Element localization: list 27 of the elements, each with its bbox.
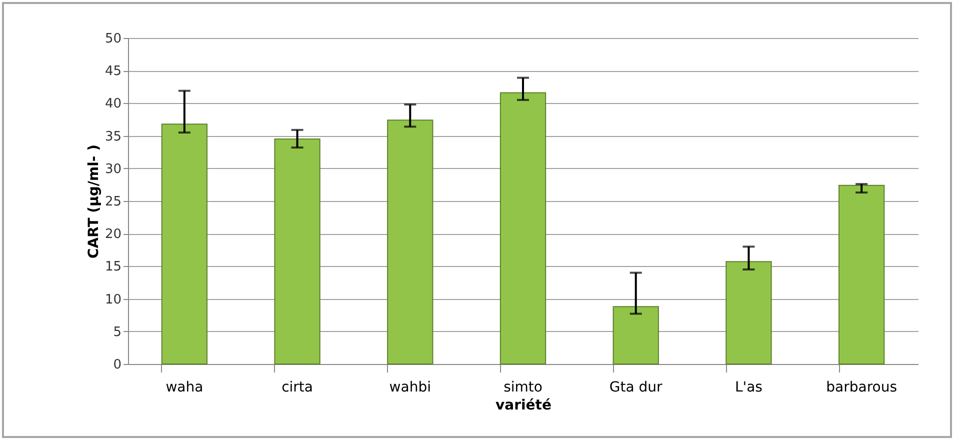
y-tick-label: 35 [104,129,122,144]
bar [612,306,659,364]
y-tick-label: 0 [113,358,122,372]
x-tick-label: Gta dur [609,380,663,396]
bar [161,124,208,364]
bar [500,92,546,364]
x-tick-label: barbarous [826,380,898,396]
y-tick-label: 5 [113,324,122,340]
y-tick-label: 50 [104,32,122,46]
x-tick-label: simto [504,380,542,396]
y-tick-label: 10 [104,292,122,308]
y-tick-label: 20 [104,227,122,242]
bar [274,138,320,364]
x-tick-label: L'as [734,380,762,396]
y-tick-label: 30 [104,162,122,177]
y-tick-label: 40 [104,96,122,112]
bar [838,184,885,364]
y-tick-label: 15 [104,260,122,275]
x-tick-label: cirta [282,380,313,396]
bar [726,261,772,364]
y-tick-label: 45 [104,64,122,80]
bar [387,120,434,364]
y-axis-title: CART (µg/ml- ) [86,144,102,258]
x-tick-label: wahbi [389,380,431,396]
y-tick-label: 25 [104,194,122,210]
x-tick-label: waha [166,380,204,396]
x-axis-title: variété [496,398,552,414]
